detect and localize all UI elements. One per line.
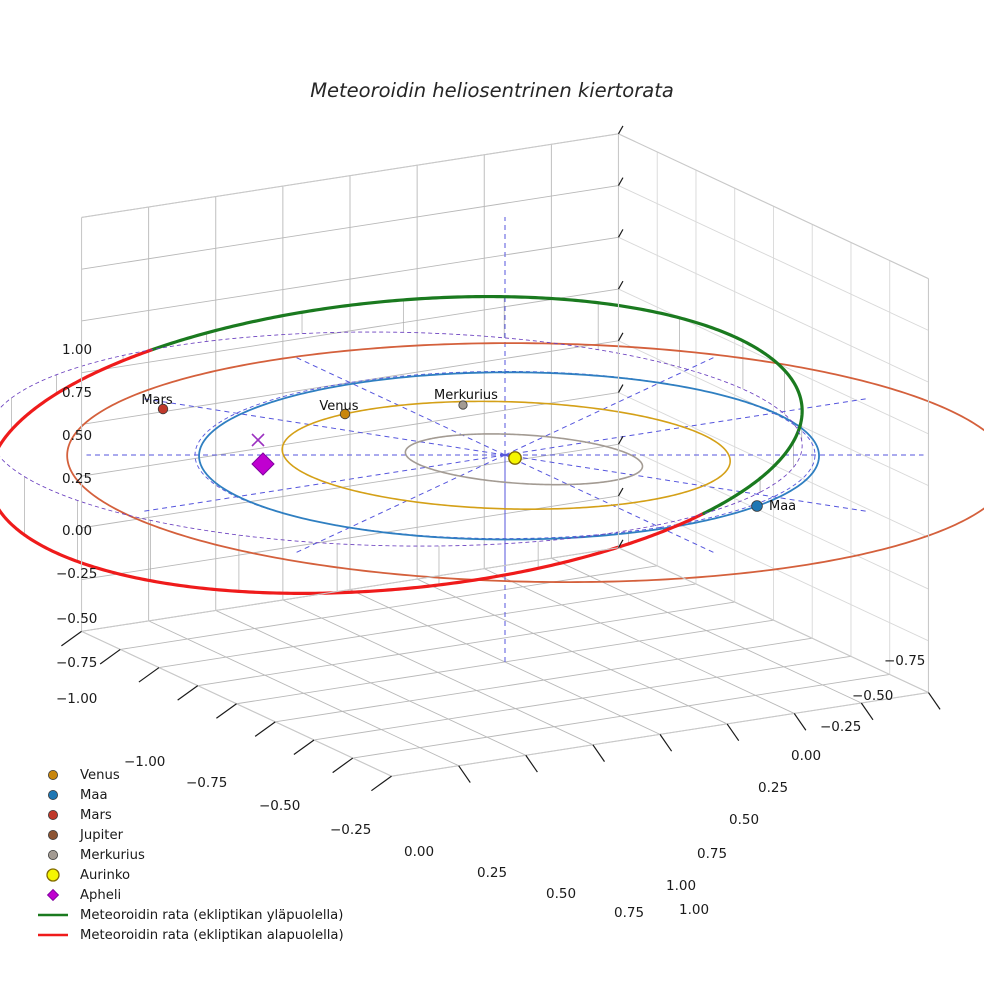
legend-item-meteoroidin[interactable]: Meteoroidin rata (ekliptikan alapuolella… bbox=[38, 928, 344, 943]
legend-label: Meteoroidin rata (ekliptikan yläpuolella… bbox=[80, 908, 343, 923]
annotation-venus: Venus bbox=[319, 399, 358, 414]
aphelion-diamond-icon[interactable] bbox=[251, 452, 275, 476]
x-tick-label-4: 0.00 bbox=[404, 844, 434, 860]
x-tick-label-6: 0.50 bbox=[546, 886, 576, 902]
x-tick-label-8: 1.00 bbox=[679, 902, 709, 918]
legend-item-aurinko[interactable]: Aurinko bbox=[46, 868, 130, 883]
merkurius-marker-icon[interactable] bbox=[458, 400, 468, 410]
node-cross-icon bbox=[251, 433, 265, 447]
y-tick-label-1: −0.50 bbox=[852, 688, 893, 704]
y-tick-label-7: 1.00 bbox=[666, 878, 696, 894]
axes-box-edges bbox=[80, 133, 930, 777]
legend-label: Meteoroidin rata (ekliptikan alapuolella… bbox=[80, 928, 344, 943]
meteoroid-above-segment bbox=[149, 294, 804, 481]
orbit-merkuriuksen-rata bbox=[404, 433, 644, 486]
z-tick-label-7: −0.75 bbox=[56, 655, 97, 671]
legend-marker-icon bbox=[48, 790, 59, 801]
legend-diamond-icon bbox=[46, 888, 60, 902]
legend-label: Venus bbox=[80, 768, 120, 783]
z-tick-label-3: 0.25 bbox=[62, 471, 92, 487]
axis-tick-labels: 1.000.750.500.250.00−0.25−0.50−0.75−1.00… bbox=[56, 342, 925, 921]
legend-label: Maa bbox=[80, 788, 108, 803]
y-tick-label-2: −0.25 bbox=[820, 719, 861, 735]
legend-label: Mars bbox=[80, 808, 112, 823]
mars-marker-icon[interactable] bbox=[157, 403, 169, 415]
meteoroid-ecliptic-projection bbox=[0, 331, 803, 547]
maa-marker-icon[interactable] bbox=[751, 500, 763, 512]
marker-apheli[interactable] bbox=[251, 452, 275, 476]
legend-item-mars[interactable]: Mars bbox=[48, 808, 112, 823]
legend-marker-icon bbox=[48, 830, 59, 841]
legend-item-merkurius[interactable]: Merkurius bbox=[48, 848, 145, 863]
marker-mars[interactable] bbox=[157, 403, 169, 415]
annotation-maa: Maa bbox=[769, 499, 796, 514]
z-tick-label-0: 1.00 bbox=[62, 342, 92, 358]
meteoroid-above-segment bbox=[702, 476, 762, 515]
orbit-maan-rata bbox=[198, 371, 820, 541]
z-tick-label-1: 0.75 bbox=[62, 385, 92, 401]
z-tick-label-5: −0.25 bbox=[56, 566, 97, 582]
sun-marker-icon[interactable] bbox=[508, 451, 522, 465]
legend-label: Merkurius bbox=[80, 848, 145, 863]
legend-item-meteoroidin[interactable]: Meteoroidin rata (ekliptikan yläpuolella… bbox=[38, 908, 343, 923]
legend-label: Aurinko bbox=[80, 868, 130, 883]
marker-venus[interactable] bbox=[339, 408, 351, 420]
legend-marker-icon bbox=[48, 810, 59, 821]
z-tick-label-6: −0.50 bbox=[56, 611, 97, 627]
legend-item-apheli[interactable]: Apheli bbox=[46, 888, 122, 903]
drop-lines bbox=[11, 296, 803, 593]
x-tick-label-1: −0.75 bbox=[186, 775, 227, 791]
z-tick-label-4: 0.00 bbox=[62, 523, 92, 539]
legend-item-maa[interactable]: Maa bbox=[48, 788, 108, 803]
legend-label: Jupiter bbox=[79, 828, 124, 843]
marker-merkurius[interactable] bbox=[458, 400, 468, 410]
legend[interactable]: Venus Maa Mars Jupiter Merkurius Aurinko Aphel… bbox=[38, 768, 344, 943]
reference-dashed-lines bbox=[86, 217, 924, 662]
y-tick-label-4: 0.25 bbox=[758, 780, 788, 796]
z-tick-label-8: −1.00 bbox=[56, 691, 97, 707]
venus-marker-icon[interactable] bbox=[339, 408, 351, 420]
orbit-marsin-rata bbox=[66, 342, 984, 584]
y-tick-label-0: −0.75 bbox=[884, 653, 925, 669]
legend-marker-icon bbox=[46, 868, 60, 882]
y-tick-label-6: 0.75 bbox=[697, 846, 727, 862]
meteoroid-orbit bbox=[0, 294, 804, 595]
y-tick-label-3: 0.00 bbox=[791, 748, 821, 764]
x-tick-label-0: −1.00 bbox=[124, 754, 165, 770]
page-title: Meteoroidin heliosentrinen kiertorata bbox=[310, 79, 674, 102]
x-tick-label-5: 0.25 bbox=[477, 865, 507, 881]
orbit-venuksen-rata bbox=[281, 400, 731, 510]
z-tick-label-2: 0.50 bbox=[62, 428, 92, 444]
planet-orbits bbox=[66, 342, 984, 584]
marker-aurinko[interactable] bbox=[508, 451, 522, 465]
legend-item-venus[interactable]: Venus bbox=[48, 768, 120, 783]
x-tick-label-3: −0.25 bbox=[330, 822, 371, 838]
axis-ticks bbox=[61, 125, 941, 792]
x-tick-label-7: 0.75 bbox=[614, 905, 644, 921]
y-tick-label-5: 0.50 bbox=[729, 812, 759, 828]
annotation-merkurius: Merkurius bbox=[434, 388, 498, 403]
annotation-mars: Mars bbox=[141, 393, 173, 408]
legend-item-jupiter[interactable]: Jupiter bbox=[48, 828, 124, 843]
x-tick-label-2: −0.50 bbox=[259, 798, 300, 814]
legend-marker-icon bbox=[48, 850, 59, 861]
body-annotations: Merkurius Venus Maa Mars bbox=[141, 388, 796, 514]
body-markers[interactable] bbox=[157, 400, 763, 512]
legend-marker-icon bbox=[48, 770, 59, 781]
legend-label: Apheli bbox=[80, 888, 121, 903]
marker-maa[interactable] bbox=[751, 500, 763, 512]
meteoroid-below-segment bbox=[0, 348, 706, 595]
